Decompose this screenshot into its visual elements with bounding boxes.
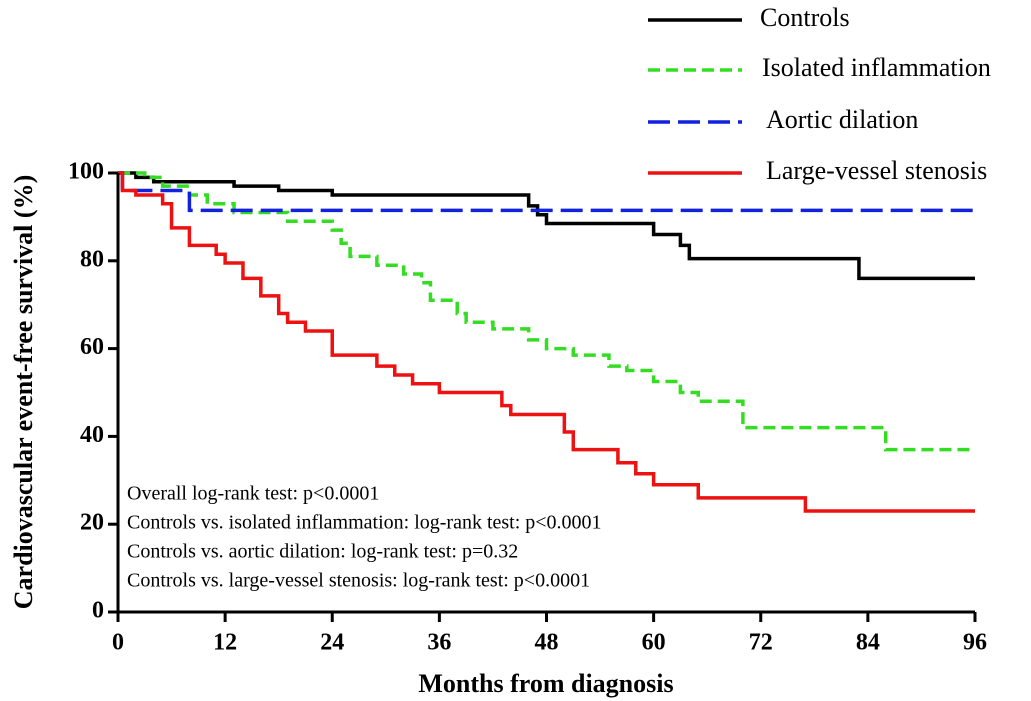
- x-tick-label: 84: [856, 630, 880, 656]
- x-tick-label: 96: [963, 630, 987, 656]
- y-tick-label: 80: [80, 246, 104, 272]
- x-axis-title: Months from diagnosis: [418, 669, 673, 698]
- annotation: Controls vs. large-vessel stenosis: log-…: [127, 570, 590, 592]
- legend-label: Large-vessel stenosis: [766, 156, 987, 185]
- survival-curve: [118, 171, 975, 281]
- annotation: Overall log-rank test: p<0.0001: [127, 483, 379, 505]
- y-tick-label: 100: [68, 159, 104, 185]
- legend-label: Controls: [760, 3, 850, 32]
- y-tick-label: 60: [80, 334, 104, 360]
- y-tick-label: 20: [80, 510, 104, 536]
- y-tick-label: 40: [80, 422, 104, 448]
- survival-curve: [118, 171, 975, 452]
- legend-label: Isolated inflammation: [762, 53, 991, 82]
- legend-label: Aortic dilation: [766, 105, 918, 134]
- survival-curve: [118, 171, 975, 513]
- x-tick-label: 0: [112, 630, 124, 656]
- x-tick-label: 72: [749, 630, 773, 656]
- x-tick-label: 36: [427, 630, 451, 656]
- annotation: Controls vs. aortic dilation: log-rank t…: [127, 541, 518, 563]
- x-tick-label: 60: [642, 630, 666, 656]
- annotation: Controls vs. isolated inflammation: log-…: [127, 512, 602, 534]
- y-tick-label: 0: [92, 598, 104, 624]
- x-tick-label: 48: [535, 630, 559, 656]
- y-axis-title: Cardiovascular event-free survival (%): [9, 175, 38, 609]
- x-tick-label: 12: [213, 630, 237, 656]
- x-tick-label: 24: [320, 630, 344, 656]
